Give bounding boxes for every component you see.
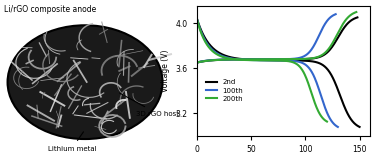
Text: Lithium metal: Lithium metal: [48, 132, 96, 152]
Y-axis label: Voltage (V): Voltage (V): [161, 50, 170, 92]
Ellipse shape: [8, 25, 163, 139]
Legend: 2nd, 100th, 200th: 2nd, 100th, 200th: [203, 77, 246, 104]
Text: Li/rGO composite anode: Li/rGO composite anode: [4, 5, 96, 14]
Text: 3D rGO host: 3D rGO host: [119, 93, 179, 117]
